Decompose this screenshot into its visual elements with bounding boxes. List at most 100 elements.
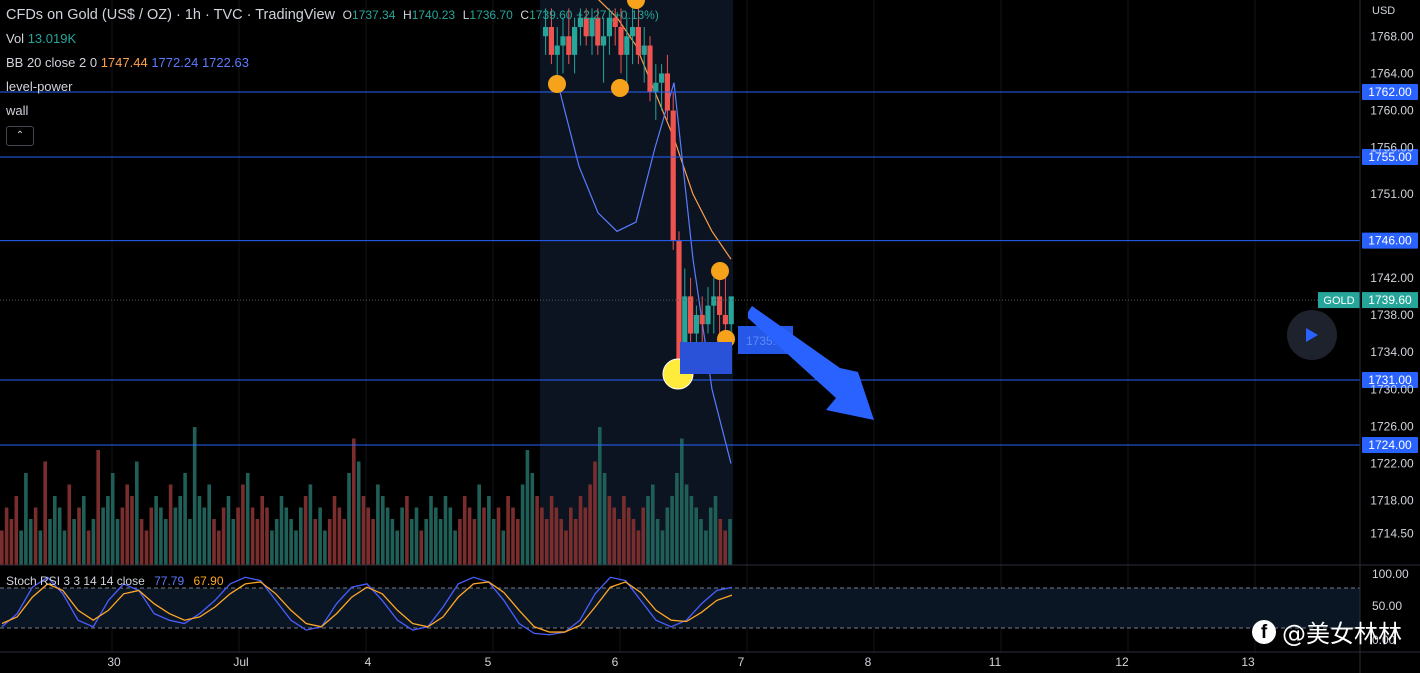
volume-bar (24, 473, 28, 565)
symbol-title[interactable]: CFDs on Gold (US$ / OZ) · 1h · TVC · Tra… (6, 7, 336, 23)
currency-label: USD (1372, 5, 1395, 17)
volume-bar (110, 473, 115, 565)
stoch-rsi-label: Stoch RSI 3 3 14 14 close (6, 574, 145, 588)
volume-bar (202, 507, 207, 565)
volume-bar (409, 519, 414, 565)
level-tag-bg (1362, 84, 1418, 100)
volume-bar (236, 507, 240, 565)
volume-bar (487, 496, 491, 565)
volume-bar (559, 519, 563, 565)
volume-bar (149, 507, 154, 565)
candle-body (647, 45, 653, 92)
candle-body (717, 296, 723, 315)
low-value: 1736.70 (469, 8, 513, 22)
price-axis-tick: 1768.00 (1370, 29, 1414, 43)
volume-bar (670, 496, 674, 565)
volume-bar (192, 427, 197, 565)
candle-body (630, 26, 636, 37)
stoch-k-value: 77.79 (154, 574, 185, 588)
volume-bar (86, 530, 91, 565)
candle-body (560, 36, 566, 46)
legend-title-row: CFDs on Gold (US$ / OZ) · 1h · TVC · Tra… (6, 6, 659, 30)
level-tag-bg (1362, 437, 1418, 453)
volume-bar (226, 496, 231, 565)
volume-label: Vol (6, 31, 25, 46)
level-tag-bg (1362, 149, 1418, 166)
volume-bar (120, 507, 125, 565)
volume-bar (255, 519, 260, 565)
volume-bar (438, 519, 443, 565)
volume-bar (549, 496, 554, 565)
annotation-label: 1735. (746, 334, 776, 348)
legend-wall-row[interactable]: wall (6, 102, 659, 126)
low-label: L (462, 8, 470, 22)
close-label: C (520, 8, 530, 22)
volume-bar (424, 519, 428, 565)
volume-bar (318, 507, 322, 565)
volume-bar (564, 530, 568, 565)
volume-bar (602, 473, 607, 565)
time-axis-tick: 13 (1241, 655, 1255, 669)
volume-bar (352, 438, 356, 565)
candle-body (705, 305, 711, 325)
volume-bar (101, 507, 105, 565)
volume-bar (159, 507, 163, 565)
volume-bar (361, 496, 366, 565)
time-axis-tick: 6 (612, 655, 619, 669)
volume-bar (400, 507, 404, 565)
volume-bar (308, 484, 313, 565)
forecast-arrow (748, 306, 874, 420)
volume-bar (641, 507, 645, 565)
volume-bar (284, 507, 289, 565)
price-axis-tick: 1714.50 (1370, 526, 1414, 540)
stoch-d-value: 67.90 (193, 574, 224, 588)
volume-bar (19, 530, 23, 565)
symbol-tag: GOLD (1323, 295, 1354, 307)
volume-bar (665, 507, 670, 565)
level-tag: 1755.00 (1368, 150, 1412, 164)
volume-bar (458, 519, 462, 565)
volume-bar (578, 496, 583, 565)
time-axis-tick: 5 (485, 655, 492, 669)
volume-bar (0, 530, 4, 565)
watermark-text: @美女林林 (1282, 620, 1402, 648)
volume-bar (569, 507, 573, 565)
volume-bar (583, 507, 588, 565)
facebook-icon: f (1252, 619, 1276, 644)
volume-bar (62, 530, 67, 565)
legend-level-power-row[interactable]: level-power (6, 78, 659, 102)
change-value: +2.27 (+0.13%) (576, 8, 659, 22)
bb-lower-value: 1722.63 (201, 55, 249, 70)
volume-bar (520, 484, 525, 565)
current-price-tag: 1739.60 (1368, 293, 1412, 307)
price-axis-tick: 1742.00 (1370, 271, 1414, 285)
volume-bar (337, 507, 342, 565)
volume-bar (598, 427, 602, 565)
legend-volume-row[interactable]: Vol 13.019K (6, 30, 659, 54)
volume-bar (221, 507, 226, 565)
volume-bar (631, 519, 636, 565)
wall-label: wall (6, 103, 29, 118)
replay-button[interactable] (1287, 310, 1337, 360)
legend-bb-row[interactable]: BB 20 close 2 0 1747.44 1772.24 1722.63 (6, 54, 659, 78)
volume-bar (144, 530, 149, 565)
collapse-legend-button[interactable]: ⌃ (6, 126, 34, 146)
stoch-k-line (1, 576, 733, 636)
volume-bar (467, 507, 472, 565)
volume-bar (356, 461, 361, 565)
level-tag-bg (1362, 232, 1418, 249)
volume-bar (347, 473, 351, 565)
stoch-rsi-legend[interactable]: Stoch RSI 3 3 14 14 close 77.79 67.90 (6, 574, 224, 588)
volume-bar (612, 507, 616, 565)
volume-bar (72, 519, 76, 565)
open-label: O (342, 8, 353, 22)
volume-bar (491, 519, 496, 565)
level-tag: 1746.00 (1368, 234, 1412, 248)
volume-bar (289, 519, 293, 565)
volume-bar (660, 530, 665, 565)
price-axis-tick: 1751.00 (1370, 187, 1414, 201)
bb-upper-value: 1772.24 (151, 55, 199, 70)
candle-body (583, 17, 589, 37)
candle-body (635, 26, 641, 55)
